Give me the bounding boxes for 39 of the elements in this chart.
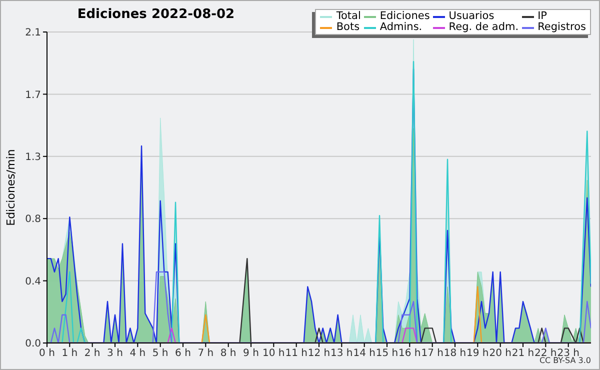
- x-tick-label: 18 h: [444, 348, 466, 360]
- x-tick-label: 16 h: [398, 348, 421, 360]
- x-tick-label: 19 h: [466, 348, 489, 360]
- y-tick-label: 1.7: [25, 90, 41, 101]
- x-tick-label: 12 h: [308, 348, 330, 360]
- legend-label: Bots: [336, 21, 360, 33]
- x-tick-label: 3 h: [107, 348, 123, 360]
- x-tick-label: 14 h: [353, 348, 376, 360]
- legend-label: Usuarios: [448, 10, 494, 22]
- legend-label: Total: [336, 10, 361, 22]
- x-tick-label: 11 h: [285, 348, 308, 360]
- legend-label: Reg. de adm.: [448, 21, 519, 33]
- x-tick-label: 7 h: [198, 348, 214, 360]
- x-tick-label: 21 h: [512, 348, 534, 360]
- x-tick-label: 5 h: [152, 348, 168, 360]
- x-tick-label: 4 h: [130, 348, 146, 360]
- x-tick-label: 9 h: [243, 348, 259, 360]
- x-tick-label: 17 h: [421, 348, 444, 360]
- y-axis-title: Ediciones/min: [4, 148, 18, 228]
- y-tick-label: 2.1: [25, 28, 41, 39]
- legend-label: Admins.: [380, 21, 422, 33]
- y-tick-label: 0.8: [25, 214, 41, 226]
- x-tick-label: 10 h: [262, 348, 285, 360]
- chart-title: Ediciones 2022-08-02: [76, 7, 236, 22]
- legend-label: IP: [538, 10, 547, 22]
- x-tick-label: 1 h: [62, 348, 78, 360]
- x-tick-label: 20 h: [489, 348, 512, 360]
- y-tick-label: 1.3: [25, 152, 41, 163]
- legend-label: Ediciones: [380, 10, 430, 22]
- x-tick-label: 15 h: [376, 348, 398, 360]
- x-tick-label: 13 h: [330, 348, 353, 360]
- x-tick-label: 6 h: [175, 348, 191, 360]
- legend-label: Registros: [538, 21, 586, 33]
- y-tick-label: 0.0: [25, 338, 41, 350]
- x-tick-label: 0 h: [39, 348, 55, 360]
- y-tick-label: 0.4: [25, 276, 41, 288]
- x-tick-label: 2 h: [84, 348, 100, 360]
- text: CC BY-SA 3.0: [539, 356, 591, 365]
- x-tick-label: 8 h: [220, 348, 236, 360]
